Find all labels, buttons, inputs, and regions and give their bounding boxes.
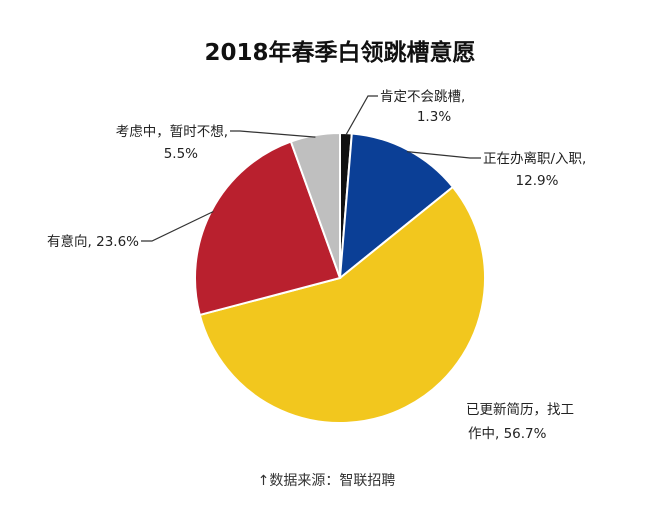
pie-slice [194,140,342,317]
slice-label: 作中, 56.7% [468,426,547,442]
slice-label: 有意向, 23.6% [47,233,139,250]
slice-label: 5.5% [164,146,198,162]
leader-line [406,151,481,159]
slice-label: 12.9% [516,173,559,189]
leader-line [230,130,316,138]
slice-label: 已更新简历，找工 [466,401,574,418]
data-source-note: ↑数据来源：智联招聘 [257,473,396,489]
pie-slice [338,132,455,281]
slice-label: 正在办离职/入职, [483,150,586,167]
slice-label: 考虑中，暂时不想, [116,124,228,140]
chart-title: 2018年春季白领跳槽意愿 [204,39,475,66]
pie-slice [289,131,341,279]
pie-slice [198,185,486,424]
leader-line [345,95,378,136]
leader-line [141,210,214,242]
pie-slices [194,131,486,424]
leader-lines [141,95,481,242]
slice-label: 1.3% [417,109,451,125]
slice-label: 肯定不会跳槽, [380,89,465,105]
